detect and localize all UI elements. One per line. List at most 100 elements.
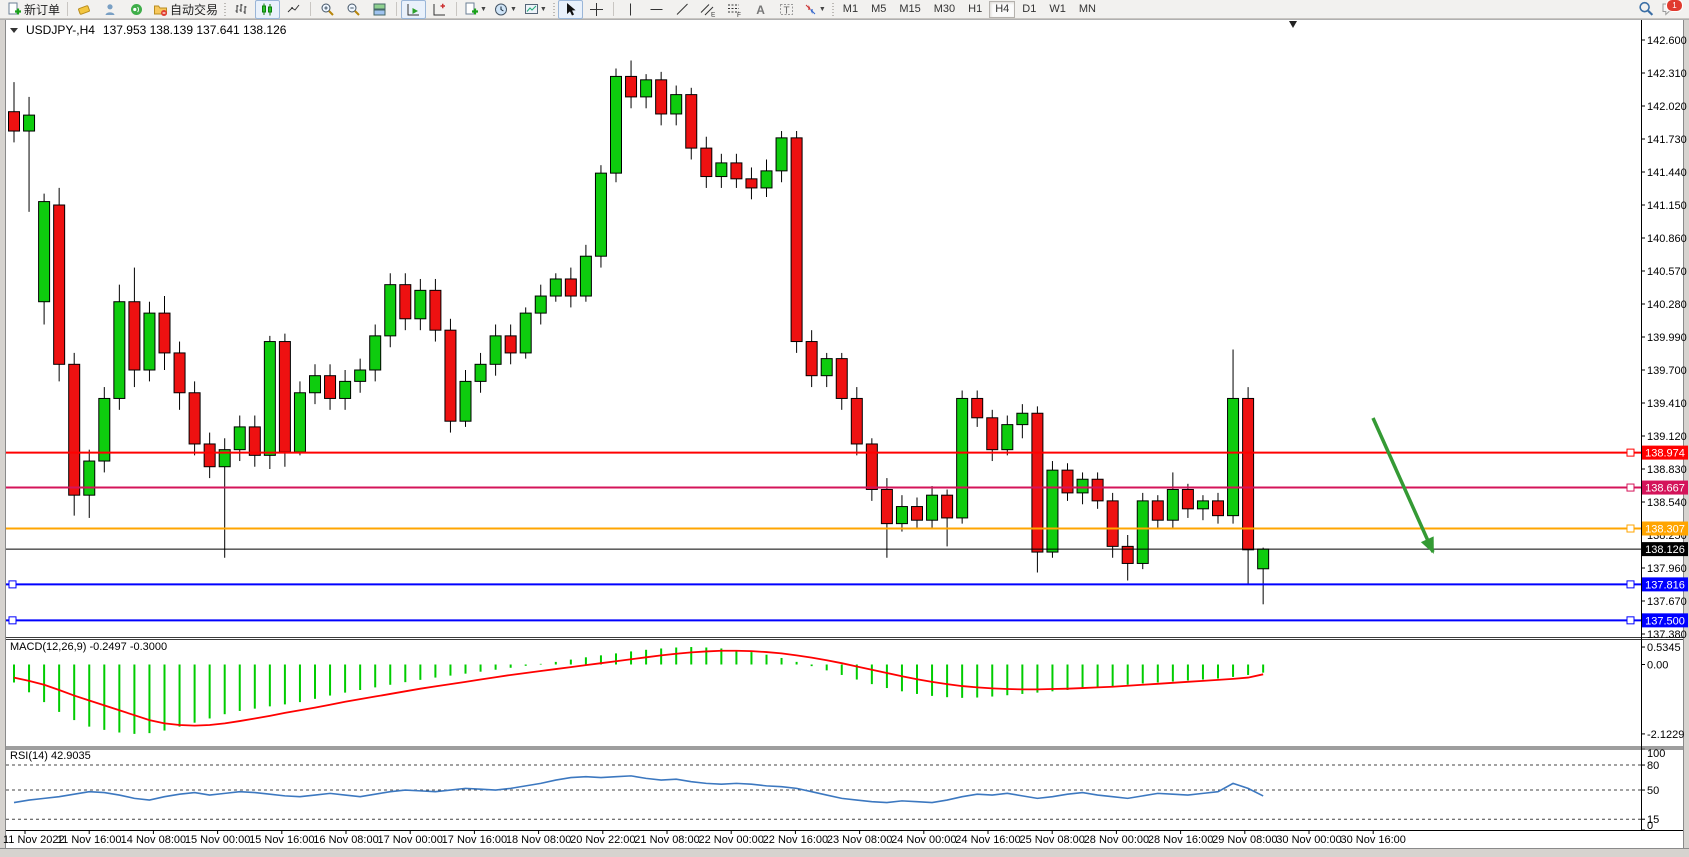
- zoom-out-button[interactable]: [341, 0, 366, 19]
- tile-windows-icon: [373, 3, 386, 15]
- timeframe-d1[interactable]: D1: [1022, 3, 1037, 15]
- new-chart-dropdown[interactable]: ▼: [461, 0, 490, 19]
- candle: [1091, 478, 1104, 502]
- timeframe-m5[interactable]: M5: [871, 3, 887, 15]
- candle: [233, 426, 246, 451]
- candle: [730, 162, 743, 180]
- zoom-in-button[interactable]: [315, 0, 340, 19]
- candle: [534, 295, 547, 314]
- candle: [594, 172, 607, 257]
- label-tool-button[interactable]: T: [774, 0, 799, 19]
- period-dropdown[interactable]: ▼: [491, 0, 520, 19]
- annotation-arrow[interactable]: [1371, 417, 1440, 557]
- candle: [685, 94, 698, 149]
- collapse-triangle-icon[interactable]: [10, 27, 18, 33]
- candle: [835, 358, 848, 399]
- channel-tool-button[interactable]: E: [696, 0, 721, 19]
- candle: [956, 397, 969, 519]
- chart-title[interactable]: USDJPY-,H4 137.953 138.139 137.641 138.1…: [10, 23, 286, 37]
- svg-text:140.280: 140.280: [1647, 299, 1687, 311]
- candle: [83, 460, 96, 496]
- candle: [248, 426, 261, 456]
- svg-text:16 Nov 08:00: 16 Nov 08:00: [313, 834, 378, 846]
- template-dropdown[interactable]: ▼: [521, 0, 550, 19]
- candle: [1212, 500, 1224, 517]
- candle: [805, 341, 818, 377]
- chart-shift-button[interactable]: [427, 0, 452, 19]
- auto-trading-button[interactable]: 自动交易: [150, 0, 221, 19]
- vertical-line-tool-button[interactable]: [618, 0, 643, 19]
- svg-text:142.310: 142.310: [1647, 68, 1687, 80]
- svg-text:0: 0: [1647, 820, 1653, 832]
- candle: [263, 341, 276, 456]
- line-chart-mode-button[interactable]: [281, 0, 306, 19]
- candlestick-mode-button[interactable]: [255, 0, 281, 19]
- candle: [504, 335, 517, 354]
- candle: [895, 506, 908, 525]
- timeframe-w1[interactable]: W1: [1049, 3, 1066, 15]
- candle: [655, 79, 668, 115]
- timeframe-h4[interactable]: H4: [989, 0, 1016, 18]
- line-handle[interactable]: [8, 616, 17, 625]
- timeframe-h1[interactable]: H1: [968, 3, 983, 15]
- candle: [8, 111, 20, 132]
- bar-chart-mode-button[interactable]: [229, 0, 254, 19]
- candle: [1166, 488, 1179, 521]
- candle: [564, 278, 577, 297]
- separator: [67, 2, 69, 16]
- text-tool-button[interactable]: A: [748, 0, 773, 19]
- fibonacci-tool-button[interactable]: F: [722, 0, 747, 19]
- zoom-out-icon: [347, 3, 360, 16]
- line-handle[interactable]: [1626, 524, 1635, 533]
- candle: [986, 417, 999, 451]
- line-handle[interactable]: [8, 580, 17, 589]
- symbol-period: USDJPY-,H4: [26, 23, 95, 37]
- new-order-button[interactable]: 新订单: [4, 0, 63, 19]
- candle: [474, 363, 487, 382]
- timeframe-m30[interactable]: M30: [933, 3, 956, 15]
- svg-text:138.667: 138.667: [1645, 483, 1685, 495]
- quotes-button[interactable]: [72, 0, 97, 19]
- line-handle[interactable]: [1626, 580, 1635, 589]
- candle: [911, 506, 923, 521]
- price-line-label: [1642, 480, 1688, 495]
- news-button[interactable]: [124, 0, 149, 19]
- svg-text:21 Nov 08:00: 21 Nov 08:00: [634, 834, 699, 846]
- svg-text:11 Nov 16:00: 11 Nov 16:00: [57, 834, 122, 846]
- candle: [1242, 397, 1255, 551]
- horizontal-line-tool-button[interactable]: [644, 0, 669, 19]
- arrows-dropdown[interactable]: ▼: [800, 0, 829, 19]
- candle: [188, 392, 201, 445]
- trendline-tool-button[interactable]: [670, 0, 695, 19]
- svg-text:17 Nov 16:00: 17 Nov 16:00: [442, 834, 507, 846]
- timeframe-mn[interactable]: MN: [1078, 3, 1096, 15]
- candle: [1196, 500, 1209, 510]
- arrow-objects-icon: [805, 4, 816, 14]
- candle: [278, 341, 291, 453]
- candle: [1106, 500, 1119, 547]
- candle: [293, 392, 306, 453]
- auto-scroll-button[interactable]: [401, 0, 427, 19]
- svg-text:15 Nov 00:00: 15 Nov 00:00: [185, 834, 250, 846]
- crosshair-tool-button[interactable]: [584, 0, 609, 19]
- line-handle[interactable]: [1626, 448, 1635, 457]
- notifications-button[interactable]: 1: [1661, 0, 1683, 17]
- line-chart-icon: [287, 4, 300, 12]
- community-button[interactable]: [98, 0, 123, 19]
- tile-windows-button[interactable]: [367, 0, 392, 19]
- svg-text:141.150: 141.150: [1647, 200, 1687, 212]
- candle: [339, 380, 352, 399]
- cursor-tool-button[interactable]: [557, 0, 583, 19]
- svg-text:30 Nov 00:00: 30 Nov 00:00: [1276, 834, 1341, 846]
- candle: [1151, 500, 1164, 521]
- line-handle[interactable]: [1626, 483, 1635, 492]
- candle: [1076, 478, 1089, 494]
- svg-text:142.600: 142.600: [1647, 35, 1687, 47]
- line-handle[interactable]: [1626, 616, 1635, 625]
- timeframe-m1[interactable]: M1: [842, 3, 859, 15]
- svg-text:F: F: [737, 12, 741, 17]
- candle: [444, 329, 457, 422]
- search-icon[interactable]: [1638, 1, 1654, 17]
- timeframe-m15[interactable]: M15: [899, 3, 921, 15]
